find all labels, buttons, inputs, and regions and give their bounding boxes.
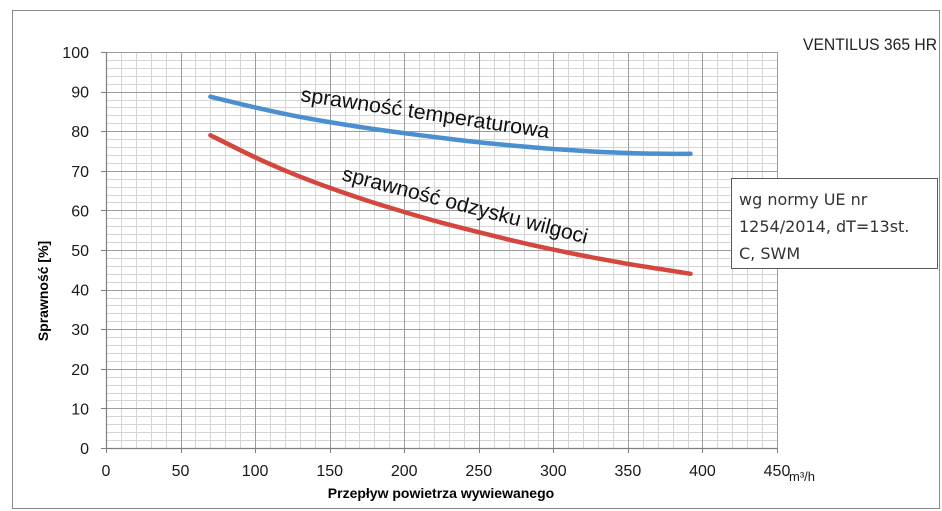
x-tick-label: 0 [102, 463, 111, 480]
moisture-recovery-line [208, 132, 693, 277]
x-axis-title: Przepływ powietrza wywiewanego [328, 485, 554, 501]
y-tick-label: 30 [71, 322, 89, 339]
y-tick-label: 80 [71, 124, 89, 141]
axes [105, 52, 777, 450]
x-tick-label: 450 [764, 463, 791, 480]
y-tick-label: 100 [62, 45, 89, 62]
y-axis-title: Sprawność [%] [35, 241, 51, 341]
chart-title: VENTILUS 365 HR [803, 35, 937, 54]
note-line: wg normy UE nr [739, 190, 868, 209]
y-tick-label: 10 [71, 401, 89, 418]
tick-marks [101, 52, 778, 453]
x-tick-label: 150 [316, 463, 343, 480]
x-tick-label: 100 [242, 463, 269, 480]
x-tick-label: 300 [540, 463, 567, 480]
y-tick-label: 40 [71, 283, 89, 300]
y-tick-label: 50 [71, 243, 89, 260]
x-tick-label: 350 [615, 463, 642, 480]
x-tick-label: 200 [391, 463, 418, 480]
note-line: C, SWM [739, 244, 800, 263]
y-tick-label: 60 [71, 203, 89, 220]
x-tick-label: 250 [465, 463, 492, 480]
y-tick-label: 90 [71, 85, 89, 102]
x-tick-label: 50 [172, 463, 190, 480]
major-grid [106, 52, 778, 449]
note-box-frame [731, 178, 938, 269]
y-tick-label: 0 [80, 441, 89, 458]
note-box: wg normy UE nr 1254/2014, dT=13st. C, SW… [731, 178, 938, 269]
y-tick-label: 20 [71, 362, 89, 379]
y-tick-label: 70 [71, 164, 89, 181]
series-lines [208, 94, 693, 277]
x-tick-label: 400 [689, 463, 716, 480]
x-axis-unit: m³/h [789, 469, 815, 484]
note-line: 1254/2014, dT=13st. [739, 217, 909, 236]
temperature-efficiency-line [208, 94, 693, 157]
x-tick-labels: 0 50 100 150 200 250 300 350 400 450 [102, 463, 791, 480]
y-tick-labels: 0 10 20 30 40 50 60 70 80 90 100 [62, 45, 89, 458]
